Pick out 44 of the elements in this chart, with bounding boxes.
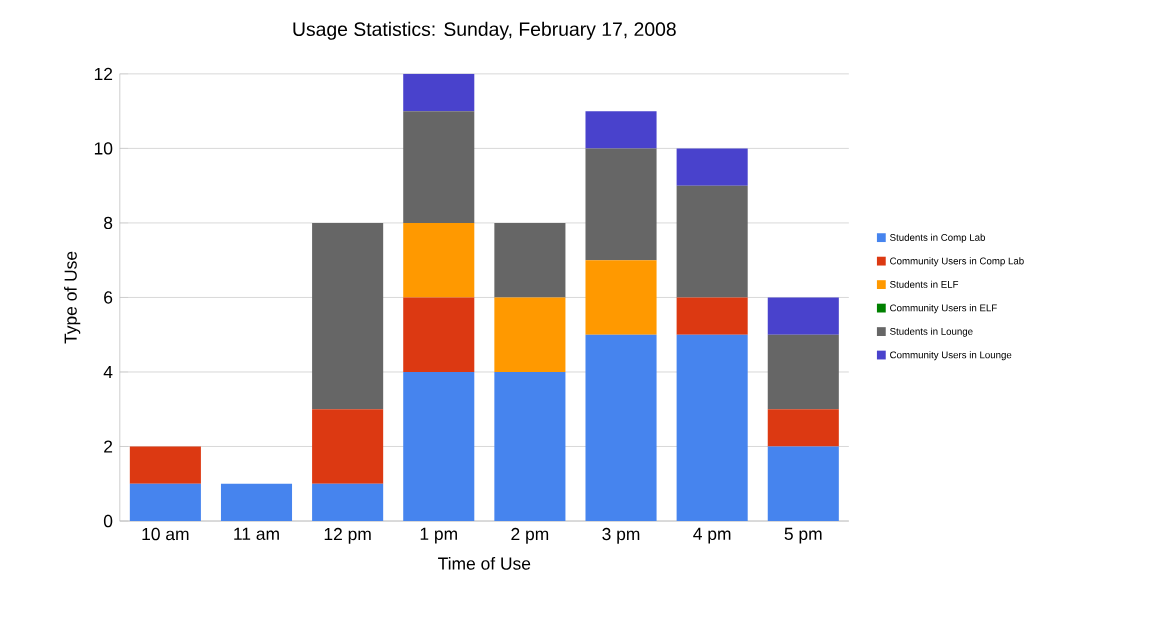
- bar: [494, 297, 566, 372]
- bar: [767, 297, 839, 335]
- bar: [403, 111, 475, 223]
- bar: [494, 371, 566, 521]
- bar: [403, 297, 475, 372]
- bar: [403, 222, 475, 298]
- x-tick-label: 12 pm: [324, 527, 371, 544]
- bar: [403, 371, 475, 521]
- bar: [676, 185, 748, 298]
- bar: [676, 334, 748, 521]
- x-tick-label: 4 pm: [693, 527, 731, 544]
- bar: [312, 483, 384, 521]
- y-tick-label: 2: [104, 440, 113, 453]
- bar: [403, 73, 475, 112]
- x-axis-title: Time of Use: [438, 556, 531, 570]
- bar: [129, 483, 201, 521]
- y-tick-label: 10: [94, 142, 113, 155]
- bar: [585, 148, 657, 261]
- bar: [585, 260, 657, 335]
- bar: [585, 334, 657, 521]
- x-tick-label: 3 pm: [602, 527, 640, 544]
- y-tick-label: 4: [103, 365, 113, 378]
- chart-title: Usage Statistics: Sunday, February 17, 2008: [293, 21, 676, 40]
- bar: [312, 222, 384, 410]
- bar: [220, 483, 293, 521]
- x-tick-label: 11 am: [234, 527, 279, 540]
- bar: [767, 409, 839, 447]
- y-tick-label: 0: [103, 514, 113, 528]
- y-tick-label: 8: [104, 216, 113, 230]
- y-axis-title: Type of Use: [64, 251, 81, 344]
- x-tick-label: 1 pm: [420, 527, 457, 544]
- bar: [494, 222, 566, 298]
- bar: [312, 409, 384, 484]
- y-tick-label: 6: [104, 291, 113, 304]
- bar: [129, 446, 201, 484]
- x-tick-label: 2 pm: [511, 527, 549, 544]
- bar: [767, 446, 839, 521]
- x-tick-label: 10 am: [142, 527, 189, 541]
- y-tick-label: 12: [94, 67, 113, 80]
- x-tick-label: 5 pm: [784, 527, 822, 544]
- bar: [585, 111, 657, 149]
- bar: [767, 334, 839, 410]
- bar: [676, 297, 748, 335]
- bar: [676, 148, 748, 186]
